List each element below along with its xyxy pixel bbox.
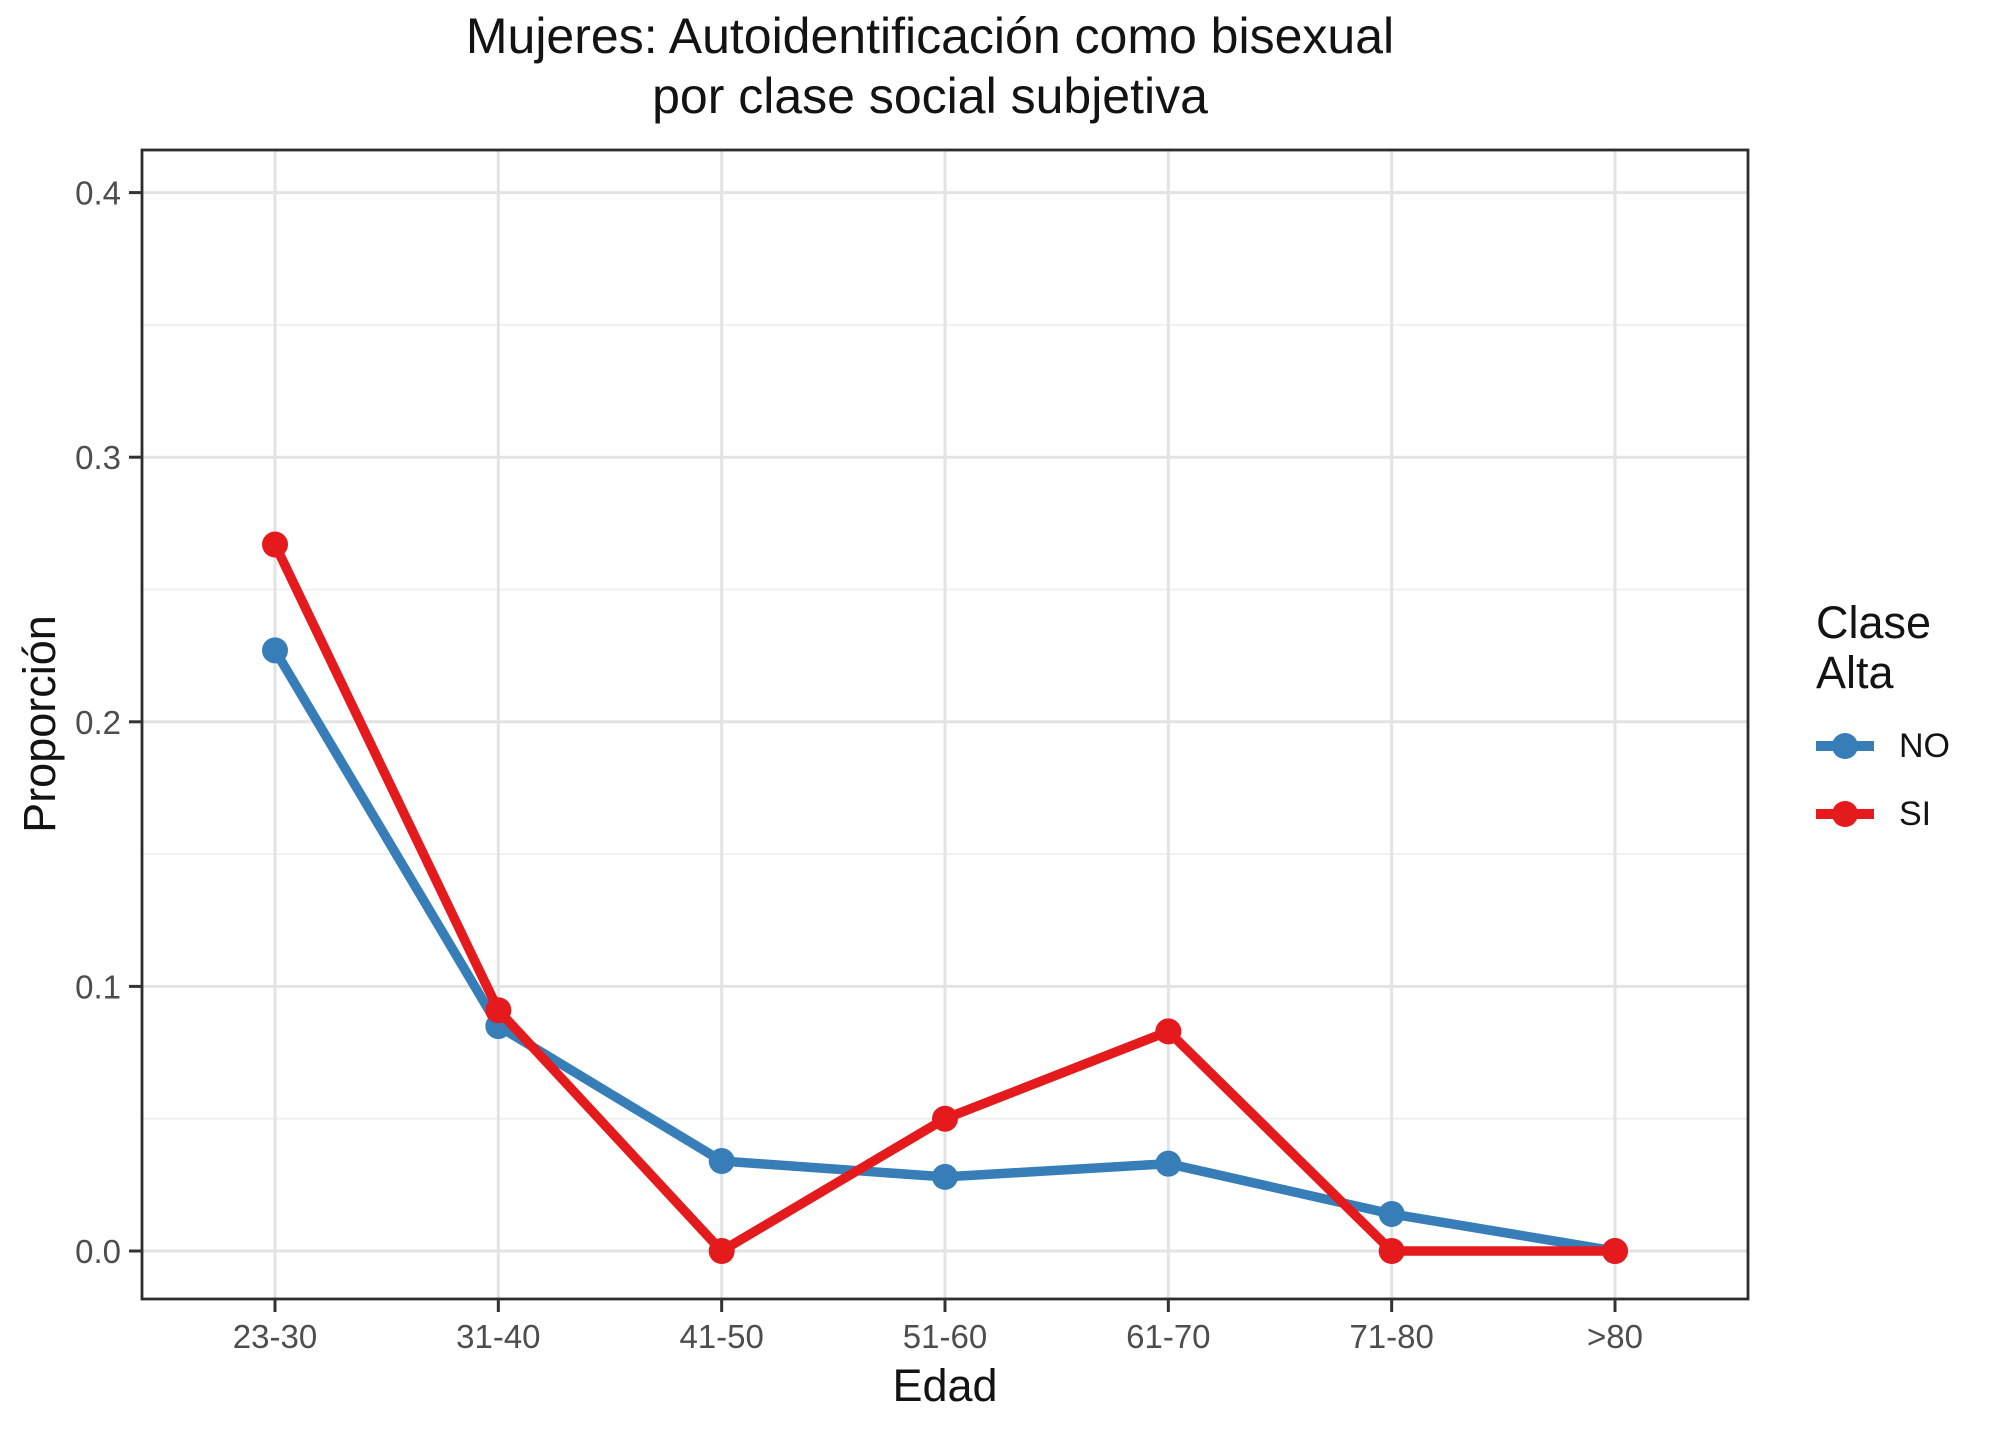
- x-tick-label: 31-40: [456, 1318, 540, 1355]
- series-no-point: [262, 637, 288, 664]
- series-si-point: [1378, 1238, 1405, 1264]
- legend-label-no: NO: [1899, 726, 1950, 765]
- series-si-point: [1155, 1018, 1182, 1045]
- chart-title: Mujeres: Autoidentificación como bisexua…: [90, 6, 1770, 126]
- x-tick-label: 23-30: [233, 1318, 317, 1355]
- legend-key-dot: [1832, 733, 1858, 759]
- x-tick-label: 71-80: [1349, 1318, 1433, 1355]
- y-tick-label: 0.1: [75, 968, 121, 1005]
- x-tick-label: 61-70: [1126, 1318, 1210, 1355]
- y-axis-title: Proporción: [14, 615, 65, 833]
- x-tick-label: >80: [1587, 1318, 1643, 1355]
- legend-title: Clase Alta: [1816, 598, 1950, 698]
- legend-title-line-2: Alta: [1816, 647, 1894, 698]
- y-tick-label: 0.4: [75, 175, 121, 212]
- series-si-point: [262, 531, 288, 558]
- series-no-point: [1155, 1150, 1182, 1177]
- legend: Clase Alta NO SI: [1816, 598, 1950, 842]
- series-si-point: [932, 1105, 958, 1132]
- legend-line-dot-icon: [1816, 732, 1874, 760]
- legend-key-dot: [1832, 801, 1858, 827]
- series-si-point: [485, 997, 512, 1024]
- y-tick-label: 0.0: [75, 1233, 121, 1270]
- legend-entry-si: SI: [1816, 786, 1950, 842]
- series-no-point: [708, 1148, 735, 1175]
- series-no-point: [1378, 1200, 1405, 1227]
- legend-entry-no: NO: [1816, 718, 1950, 774]
- legend-title-line-1: Clase: [1816, 597, 1932, 648]
- chart-title-line-1: Mujeres: Autoidentificación como bisexua…: [465, 8, 1395, 64]
- x-tick-label: 51-60: [903, 1318, 987, 1355]
- series-no-point: [932, 1163, 958, 1190]
- chart-title-line-2: por clase social subjetiva: [652, 68, 1208, 124]
- series-si-point: [708, 1238, 735, 1264]
- legend-label-si: SI: [1899, 794, 1932, 833]
- legend-line-dot-icon: [1816, 800, 1874, 828]
- x-tick-label: 41-50: [679, 1318, 763, 1355]
- x-axis-title: Edad: [892, 1360, 998, 1411]
- y-tick-label: 0.2: [75, 704, 121, 741]
- series-si-point: [1602, 1238, 1628, 1264]
- y-tick-label: 0.3: [75, 439, 121, 476]
